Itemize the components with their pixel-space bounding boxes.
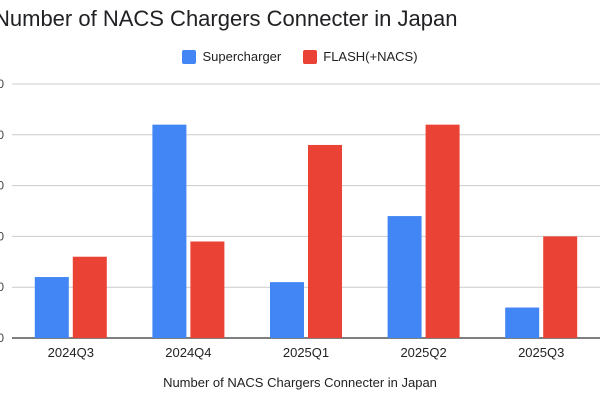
bar-supercharger-2025q2 <box>387 216 422 338</box>
x-tick-label: 2025Q3 <box>518 345 564 360</box>
y-tick-label: 20 <box>0 229 4 243</box>
y-tick-label: 10 <box>0 280 4 294</box>
legend-swatch-supercharger <box>182 49 197 64</box>
bar-supercharger-2024q4 <box>152 124 187 338</box>
bar-supercharger-2024q3 <box>34 277 69 338</box>
legend-item-supercharger: Supercharger <box>182 49 281 64</box>
chart-title: Number of NACS Chargers Connecter in Jap… <box>0 6 458 31</box>
x-tick-label: 2024Q3 <box>48 345 94 360</box>
x-tick-label: 2025Q1 <box>283 345 329 360</box>
bar-flash-2024q4 <box>190 241 225 338</box>
legend-label-supercharger: Supercharger <box>202 49 282 64</box>
y-tick-label: 40 <box>0 128 4 142</box>
legend: Supercharger FLASH(+NACS) <box>0 49 600 64</box>
bar-flash-2025q3 <box>543 236 578 338</box>
bar-flash-2025q2 <box>425 124 460 338</box>
y-tick-label: 0 <box>0 331 4 345</box>
x-tick-label: 2024Q4 <box>165 345 211 360</box>
bar-flash-2024q3 <box>72 256 107 338</box>
legend-label-flash: FLASH(+NACS) <box>323 49 418 64</box>
y-tick-label: 30 <box>0 179 4 193</box>
bar-flash-2025q1 <box>308 144 342 338</box>
x-axis-title: Number of NACS Chargers Connecter in Jap… <box>163 375 437 390</box>
y-tick-label: 50 <box>0 77 4 91</box>
legend-item-flash: FLASH(+NACS) <box>303 49 418 64</box>
x-tick-label: 2025Q2 <box>400 345 446 360</box>
bar-supercharger-2025q3 <box>505 307 540 338</box>
legend-swatch-flash <box>303 49 318 64</box>
bar-supercharger-2025q1 <box>270 282 304 338</box>
